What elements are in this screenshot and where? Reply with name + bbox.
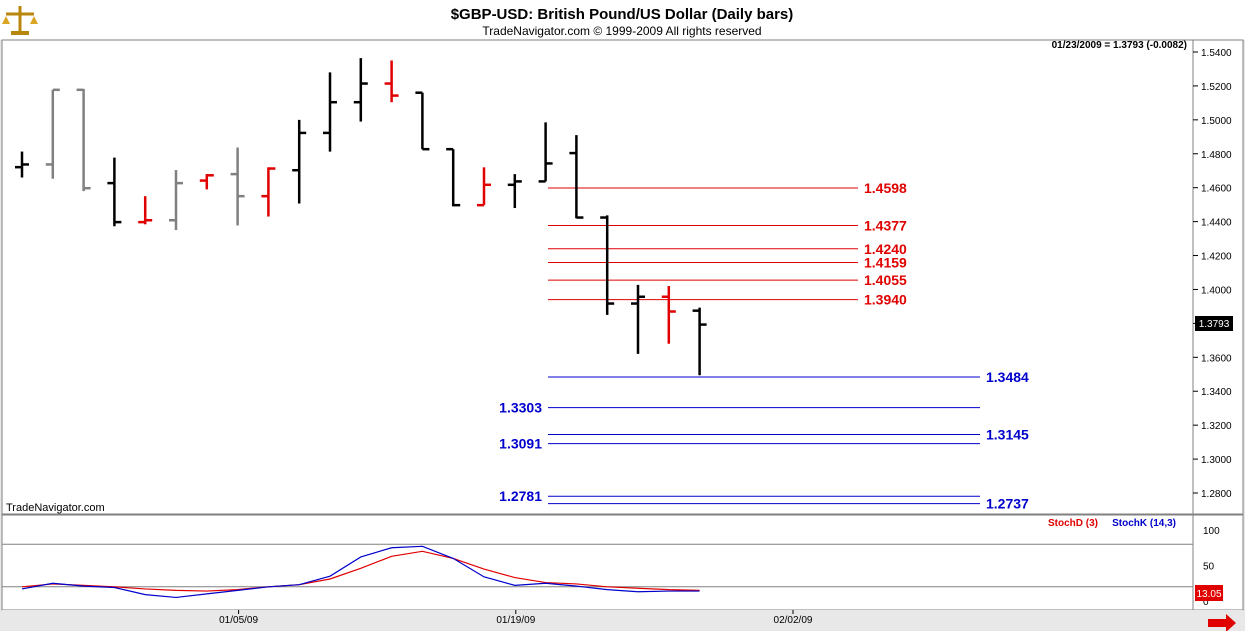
- ohlc-bar: [230, 147, 245, 226]
- support-level-label: 1.3303: [499, 400, 542, 416]
- price-axis-ticks: 1.5400 1.5200 1.5000 1.4800 1.4600 1.4400 1.42…: [1193, 48, 1232, 500]
- resistance-level-label: 1.3940: [864, 292, 907, 308]
- header-bar: [0, 0, 1245, 40]
- support-level-label: 1.3484: [986, 369, 1029, 385]
- date-tick-label: 02/02/09: [774, 615, 813, 626]
- ohlc-bar: [292, 119, 307, 204]
- ohlc-bar: [76, 88, 91, 192]
- chart-title: $GBP-USD: British Pound/US Dollar (Daily…: [451, 6, 794, 23]
- watermark: TradeNavigator.com: [6, 502, 105, 514]
- date-axis-ticks: 01/05/09 01/19/09 02/02/09: [219, 610, 813, 626]
- price-tick-label: 1.3400: [1201, 387, 1232, 398]
- ohlc-bar: [569, 135, 584, 219]
- ohlc-bar: [692, 307, 707, 376]
- resistance-level-label: 1.4598: [864, 180, 907, 196]
- date-tick-label: 01/05/09: [219, 615, 258, 626]
- price-readout: 01/23/2009 = 1.3793 (-0.0082): [1052, 40, 1187, 51]
- support-level-label: 1.2737: [986, 496, 1029, 512]
- ohlc-bar: [261, 167, 276, 217]
- stochastic-lines: 100 50 0: [2, 526, 1220, 608]
- ohlc-bar: [507, 174, 522, 209]
- support-level-label: 1.3145: [986, 426, 1029, 442]
- ohlc-bar: [138, 196, 153, 225]
- chart-subtitle: TradeNavigator.com © 1999-2009 All right…: [482, 24, 761, 38]
- scroll-right-arrow-icon[interactable]: [1208, 614, 1236, 631]
- ohlc-bar: [323, 72, 337, 152]
- price-axis: [1192, 39, 1244, 515]
- price-tick-label: 1.4600: [1201, 184, 1232, 195]
- last-price-marker: [1195, 316, 1233, 331]
- stoch-tick-label: 100: [1203, 526, 1220, 537]
- last-price-label: 1.3793: [1199, 319, 1230, 330]
- scales-logo-icon: [2, 6, 38, 35]
- price-tick-label: 1.4200: [1201, 252, 1232, 263]
- stoch-last-label: 13.05: [1196, 589, 1221, 600]
- resistance-level-label: 1.4055: [864, 272, 907, 288]
- price-tick-label: 1.5200: [1201, 82, 1232, 93]
- price-tick-label: 1.3000: [1201, 455, 1232, 466]
- ohlc-bar: [199, 174, 214, 190]
- stochastic-panel: [1, 514, 1194, 611]
- price-tick-label: 1.2800: [1201, 489, 1232, 500]
- stoch-k-legend: StochK (14,3): [1112, 518, 1176, 529]
- price-tick-label: 1.4400: [1201, 218, 1232, 229]
- ohlc-bar: [446, 147, 461, 207]
- price-tick-label: 1.3200: [1201, 421, 1232, 432]
- stoch-tick-label: 50: [1203, 562, 1215, 573]
- price-tick-label: 1.5000: [1201, 116, 1232, 127]
- stoch-tick-label: 0: [1203, 597, 1209, 608]
- ohlc-bar: [477, 167, 491, 207]
- ohlc-bar: [661, 286, 676, 344]
- stoch-last-marker: [1195, 585, 1223, 601]
- ohlc-bar: [15, 151, 29, 178]
- resistance-level-label: 1.4159: [864, 254, 907, 270]
- price-tick-label: 1.5400: [1201, 48, 1232, 59]
- ohlc-bar: [169, 170, 183, 231]
- ohlc-bar: [600, 215, 615, 315]
- ohlc-bar: [631, 284, 645, 354]
- support-level-label: 1.3091: [499, 436, 542, 452]
- date-tick-label: 01/19/09: [496, 615, 535, 626]
- stoch-d-line: [21, 550, 700, 592]
- date-axis: [2, 610, 1243, 630]
- ohlc-bar: [353, 58, 368, 122]
- stoch-d-legend: StochD (3): [1048, 518, 1098, 529]
- ohlc-bar: [107, 157, 122, 227]
- ohlc-bar: [384, 60, 399, 103]
- ohlc-bar: [415, 91, 430, 151]
- resistance-level-label: 1.4240: [864, 241, 907, 257]
- stoch-k-line: [21, 545, 700, 599]
- ohlc-bar: [538, 122, 553, 183]
- ohlc-bar: [45, 88, 60, 179]
- resistance-level-label: 1.4377: [864, 218, 907, 234]
- price-tick-label: 1.4000: [1201, 285, 1232, 296]
- price-panel: [1, 39, 1194, 515]
- support-level-label: 1.2781: [499, 488, 542, 504]
- price-tick-label: 1.4800: [1201, 150, 1232, 161]
- price-bars: [15, 58, 707, 376]
- price-tick-label: 1.3600: [1201, 353, 1232, 364]
